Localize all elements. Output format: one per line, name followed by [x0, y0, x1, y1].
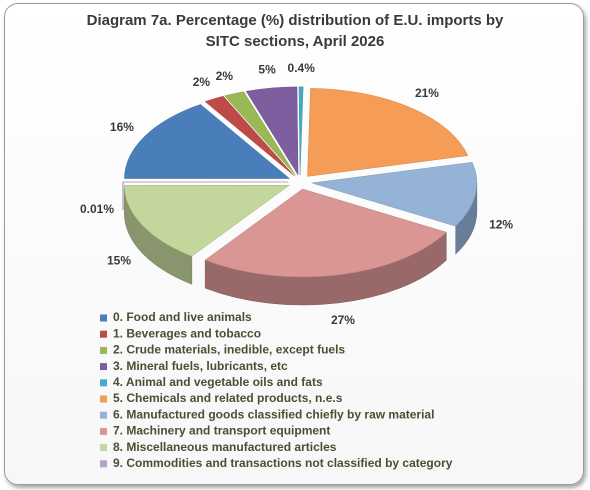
data-label: 0.01%: [80, 202, 114, 216]
slice: [311, 161, 478, 227]
legend-label: 5. Chemicals and related products, n.e.s: [113, 391, 343, 405]
slice: [204, 95, 295, 176]
data-label: 16%: [110, 120, 134, 134]
slice: [124, 104, 291, 179]
legend-label: 1. Beverages and tobacco: [113, 326, 261, 340]
legend-label: 9. Commodities and transactions not clas…: [113, 456, 453, 470]
slice: [124, 185, 291, 257]
legend-swatch: [100, 411, 107, 419]
slice-tops: [122, 86, 478, 278]
chart-title: Diagram 7a. Percentage (%) distribution …: [86, 12, 504, 50]
legend-swatch: [100, 460, 107, 468]
data-label: 12%: [489, 218, 513, 232]
legend-swatch: [100, 444, 107, 452]
legend-label: 8. Miscellaneous manufactured articles: [113, 440, 337, 454]
slice: [307, 88, 469, 177]
legend-swatch: [100, 314, 107, 322]
legend-swatch: [100, 395, 107, 403]
data-label: 27%: [331, 313, 355, 327]
legend-label: 6. Manufactured goods classified chiefly…: [113, 407, 434, 421]
slice: [298, 86, 304, 175]
data-label: 2%: [193, 75, 211, 89]
slice: [204, 188, 447, 278]
legend-swatch: [100, 363, 107, 371]
slice: [245, 86, 299, 176]
data-label: 0.4%: [288, 61, 316, 75]
slice: [224, 91, 296, 176]
legend-label: 2. Crude materials, inedible, except fue…: [113, 343, 345, 357]
legend-label: 3. Mineral fuels, lubricants, etc: [113, 359, 288, 373]
data-label: 15%: [107, 253, 131, 267]
legend-swatch: [100, 330, 107, 338]
legend-label: 7. Machinery and transport equipment: [113, 424, 330, 438]
legend-swatch: [100, 346, 107, 354]
data-label: 21%: [415, 86, 439, 100]
legend-label: 0. Food and live animals: [113, 310, 252, 324]
legend-swatch: [100, 379, 107, 387]
data-label: 2%: [216, 69, 234, 83]
legend-swatch: [100, 427, 107, 435]
legend-label: 4. Animal and vegetable oils and fats: [113, 375, 323, 389]
data-label: 5%: [258, 62, 276, 76]
